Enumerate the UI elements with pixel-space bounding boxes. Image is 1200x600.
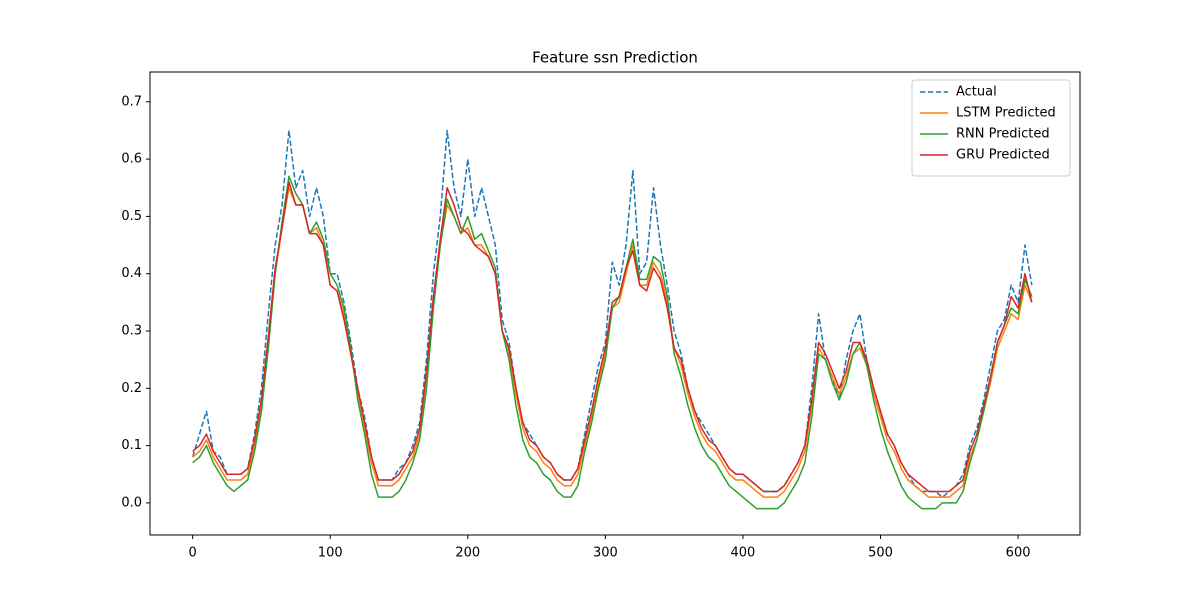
y-tick-label: 0.6 — [121, 152, 142, 167]
y-tick-label: 0.7 — [121, 94, 142, 109]
y-tick-label: 0.4 — [121, 266, 142, 281]
y-tick-label: 0.0 — [121, 495, 142, 510]
y-tick-label: 0.3 — [121, 324, 142, 339]
legend-label: Actual — [956, 85, 997, 100]
x-tick-label: 200 — [455, 546, 480, 561]
legend-label: RNN Predicted — [956, 127, 1050, 142]
axes-frame — [149, 71, 1081, 536]
legend-label: GRU Predicted — [956, 148, 1050, 163]
series-line — [192, 175, 1033, 510]
chart-title: Feature ssn Prediction — [532, 49, 698, 67]
x-tick-label: 100 — [318, 546, 343, 561]
x-tick-label: 400 — [731, 546, 756, 561]
x-tick-label: 600 — [1006, 546, 1031, 561]
y-tick-label: 0.2 — [121, 381, 142, 396]
y-tick-label: 0.5 — [121, 209, 142, 224]
x-tick-label: 300 — [593, 546, 618, 561]
y-tick-label: 0.1 — [121, 438, 142, 453]
x-tick-label: 500 — [868, 546, 893, 561]
legend-label: LSTM Predicted — [956, 106, 1056, 121]
legend-box — [911, 79, 1071, 177]
x-tick-label: 0 — [189, 546, 197, 561]
series-line — [192, 181, 1033, 493]
